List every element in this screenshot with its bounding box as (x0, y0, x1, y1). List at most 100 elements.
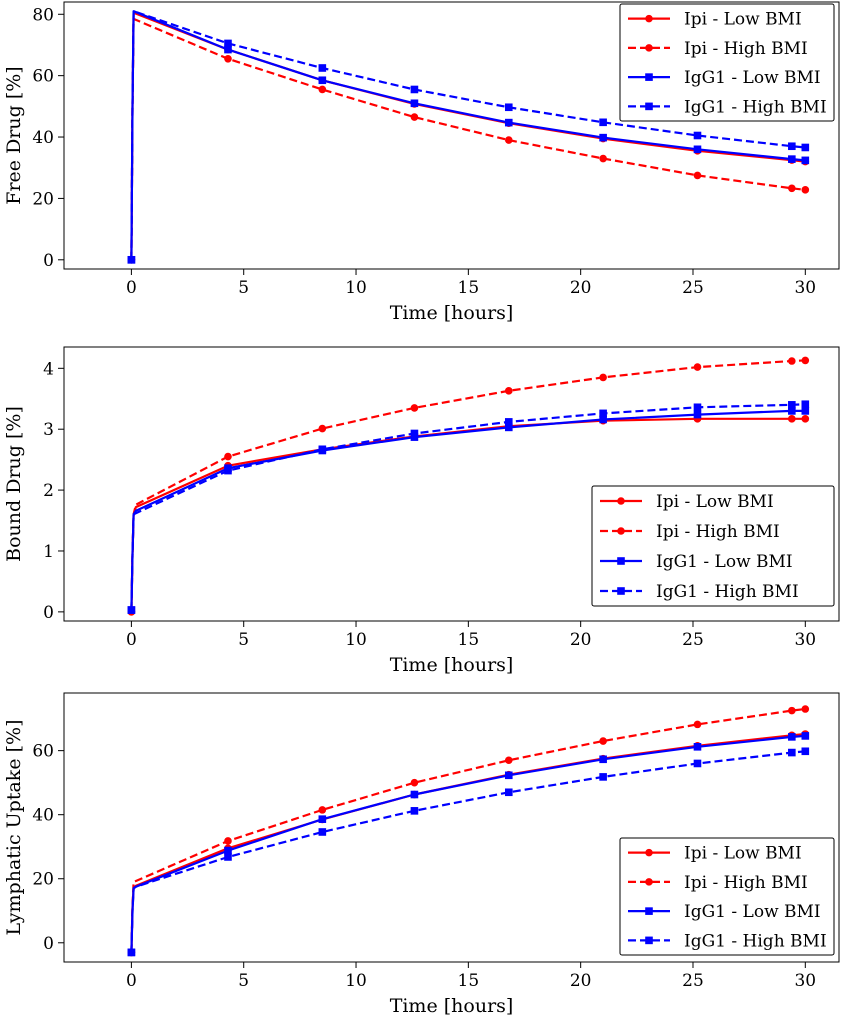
data-point (693, 131, 702, 140)
y-tick-label: 0 (43, 603, 54, 623)
data-point (504, 771, 513, 780)
data-point (504, 103, 513, 112)
legend-label: Ipi - High BMI (684, 39, 808, 59)
bound-drug-panel: 0 5 10 15 20 25 30 0 1 2 3 4 Time [hours] Bound Drug … (3, 346, 840, 676)
data-point (693, 171, 702, 180)
data-point (788, 184, 796, 193)
data-point (599, 773, 607, 781)
legend-marker (617, 527, 625, 535)
x-tick-label: 0 (126, 630, 137, 650)
legend-label: Ipi - Low BMI (684, 844, 802, 864)
data-point (801, 407, 810, 415)
data-point (788, 706, 796, 715)
y-tick-label: 20 (32, 870, 54, 890)
y-tick-label: 60 (32, 742, 54, 762)
y-tick-label: 4 (43, 359, 54, 379)
x-tick-label: 10 (345, 971, 367, 991)
data-point (599, 133, 607, 142)
x-tick-label: 5 (238, 278, 249, 298)
legend-entry-igg1-high-bmi: IgG1 - High BMI (628, 97, 827, 117)
data-point (224, 452, 232, 461)
legend-entry-ipi-low-bmi: Ipi - Low BMI (628, 10, 802, 30)
legend-marker (645, 102, 653, 111)
x-tick-label: 0 (126, 971, 137, 991)
data-point (410, 807, 419, 815)
data-point (599, 409, 607, 418)
y-tick-label: 60 (32, 67, 54, 87)
legend-label: IgG1 - High BMI (656, 582, 799, 602)
data-point (693, 410, 702, 419)
data-point (318, 828, 327, 836)
data-point (788, 415, 796, 423)
data-point (504, 418, 513, 426)
data-point (788, 142, 796, 151)
legend-entry-ipi-high-bmi: Ipi - High BMI (628, 873, 808, 893)
legend-label: IgG1 - Low BMI (684, 902, 821, 922)
y-axis-label: Free Drug [%] (3, 66, 25, 204)
axes-frame (63, 1, 840, 270)
data-point (599, 755, 607, 764)
data-point (599, 415, 607, 424)
lymphatic-uptake-panel: 0 5 10 15 20 25 30 0 20 40 60 Time [hours] Lymphatic… (3, 692, 840, 1017)
data-point (127, 255, 136, 264)
y-tick-label: 20 (32, 189, 54, 209)
legend-marker (645, 936, 653, 945)
x-tick-label: 15 (458, 971, 480, 991)
data-point (224, 853, 232, 861)
legend-label: Ipi - Low BMI (684, 10, 802, 30)
legend-entry-ipi-high-bmi: Ipi - High BMI (600, 522, 780, 542)
legend-entry-igg1-high-bmi: IgG1 - High BMI (628, 931, 827, 951)
data-point (504, 756, 513, 765)
series-line-ipi-high-bmi (130, 707, 806, 953)
series-line-igg1-high-bmi (130, 750, 806, 953)
legend-label: IgG1 - High BMI (684, 97, 827, 117)
legend-entry-ipi-low-bmi: Ipi - Low BMI (600, 492, 774, 512)
data-point (504, 423, 513, 432)
data-point (693, 759, 702, 768)
legend-label: IgG1 - Low BMI (656, 552, 793, 572)
data-point (788, 733, 796, 741)
data-point (801, 143, 810, 152)
data-point (801, 747, 810, 756)
data-point (599, 118, 607, 127)
series-igg1-high-bmi (127, 400, 810, 614)
data-point (224, 54, 232, 63)
x-axis-label: Time [hours] (390, 302, 514, 324)
x-tick-label: 25 (682, 971, 704, 991)
legend-box (619, 837, 835, 956)
data-point (801, 156, 810, 165)
data-point (504, 387, 513, 395)
data-point (801, 415, 810, 423)
x-tick-label: 15 (458, 630, 480, 650)
data-point (599, 737, 607, 745)
data-point (504, 136, 513, 144)
data-point (410, 429, 419, 438)
legend-label: IgG1 - Low BMI (684, 68, 821, 88)
free-drug-panel: 0 5 10 15 20 25 30 0 20 40 60 80 Time [hours] Free Dr… (3, 1, 840, 324)
data-point (224, 846, 232, 855)
x-tick-label: 30 (794, 278, 816, 298)
x-tick-label: 10 (345, 630, 367, 650)
legend-marker (617, 587, 625, 595)
x-tick-label: 10 (345, 278, 367, 298)
x-tick-label: 0 (126, 278, 137, 298)
x-tick-label: 30 (794, 971, 816, 991)
axes-frame (63, 346, 840, 622)
y-tick-label: 3 (43, 420, 54, 440)
legend-entry-igg1-low-bmi: IgG1 - Low BMI (600, 552, 793, 572)
legend-entry-igg1-low-bmi: IgG1 - Low BMI (628, 68, 821, 88)
legend-entry-ipi-high-bmi: Ipi - High BMI (628, 39, 808, 59)
legend-label: IgG1 - High BMI (684, 931, 827, 951)
legend-marker (645, 73, 653, 81)
x-tick-label: 25 (682, 630, 704, 650)
data-point (410, 99, 419, 108)
y-tick-label: 0 (43, 934, 54, 954)
data-point (410, 778, 419, 787)
data-point (801, 400, 810, 409)
data-point (801, 705, 810, 713)
data-point (318, 445, 327, 454)
data-point (410, 404, 419, 412)
data-point (693, 720, 702, 729)
data-point (599, 154, 607, 163)
